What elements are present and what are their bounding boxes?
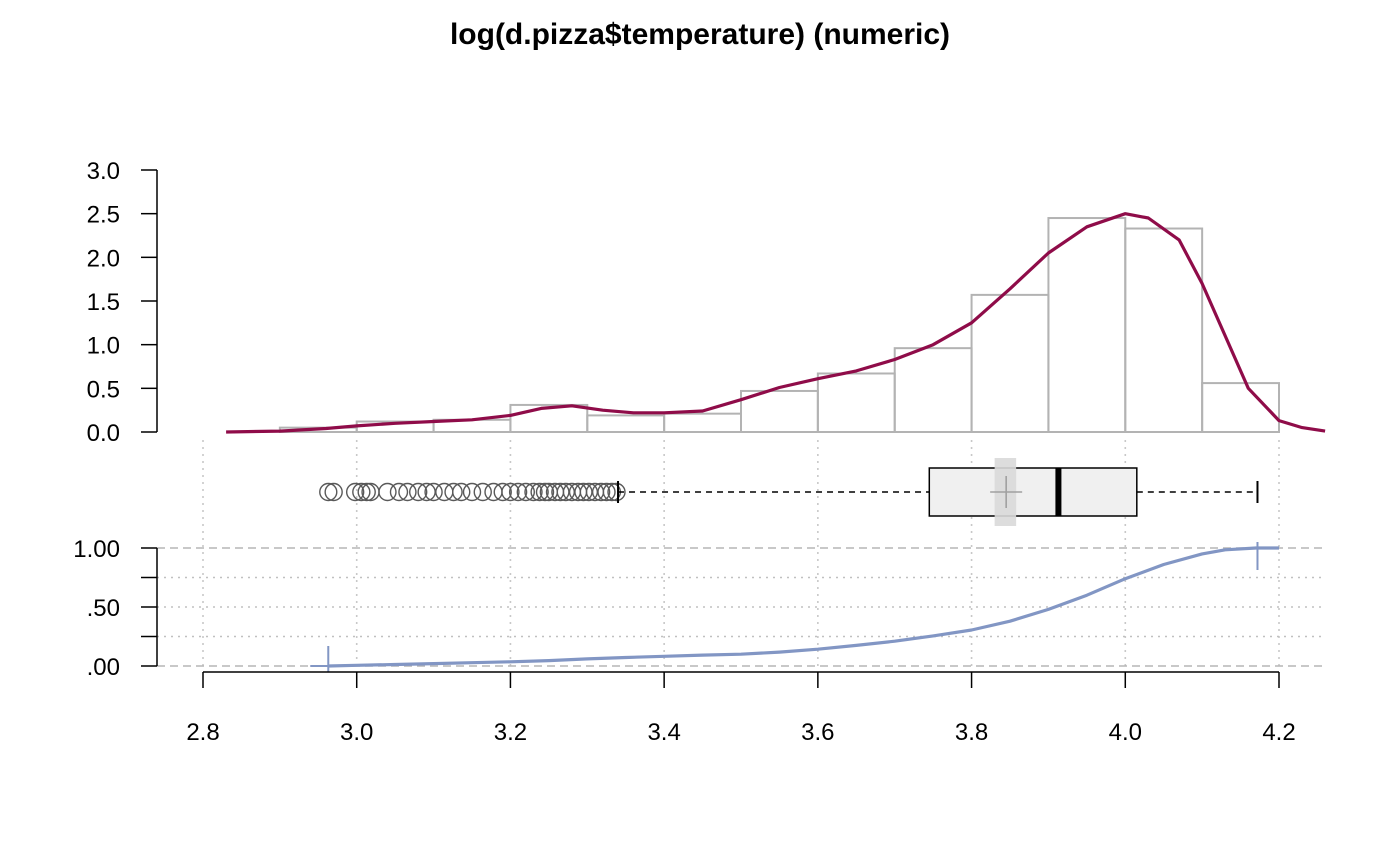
boxplot-outlier [516,482,535,502]
boxplot-outlier [535,482,555,502]
boxplot-outlier [591,482,611,502]
hist-y-tick-label: 1.0 [87,333,120,360]
boxplot-outlier [378,482,397,502]
x-tick-label: 2.8 [186,719,219,746]
hist-y-tick-label: 0.5 [87,376,120,403]
histogram-bar [970,293,1050,433]
boxplot-outlier [389,482,409,502]
histogram-bar [816,372,896,433]
boxplot-outlier [607,482,626,502]
x-tick-label: 4.2 [1262,719,1295,746]
ecdf-y-tick-label: 1.00 [73,536,120,563]
x-tick-label: 3.0 [340,719,373,746]
ecdf-y-tick-label: .50 [87,595,120,622]
boxplot-outlier [357,482,376,502]
boxplot-outlier [398,482,417,502]
boxplot-outlier [484,482,503,502]
x-tick-label: 3.8 [955,719,988,746]
histogram-bar [663,412,743,434]
x-tick-label: 4.0 [1109,719,1142,746]
hist-y-tick-label: 2.0 [87,245,120,272]
boxplot-outlier [493,482,512,502]
boxplot-outlier [424,482,443,502]
boxplot-outlier [345,482,365,502]
histogram-bar [586,414,666,434]
boxplot-outlier [324,482,343,502]
boxplot-outlier [352,482,371,502]
boxplot-outlier [452,482,471,502]
boxplot-outlier [319,482,338,502]
x-tick-label: 3.4 [647,719,680,746]
boxplot-outlier [409,482,428,502]
boxplot-outlier [462,482,482,502]
boxplot-box [928,467,1138,517]
boxplot-outlier [435,482,454,502]
ecdf-y-tick-label: .00 [87,654,120,681]
boxplot-outlier [501,482,520,502]
chart-title: log(d.pizza$temperature) (numeric) [449,18,951,51]
boxplot-outlier [597,482,616,502]
histogram-bar [893,347,973,433]
density-curve [226,212,1326,434]
boxplot-outlier [361,482,380,502]
x-tick-label: 3.6 [801,719,834,746]
hist-y-tick-label: 1.5 [87,289,120,316]
x-tick-label: 3.2 [494,719,527,746]
boxplot-outlier [524,482,543,502]
hist-y-tick-label: 2.5 [87,202,120,229]
ecdf-line [328,546,1279,668]
hist-y-tick-label: 0.0 [87,420,120,447]
boxplot-outlier [444,482,463,502]
histogram-bar [1047,217,1127,433]
boxplot-outlier [508,482,528,502]
hist-y-tick-label: 3.0 [87,158,120,185]
boxplot-outlier [530,482,549,502]
boxplot-outlier [473,482,492,502]
